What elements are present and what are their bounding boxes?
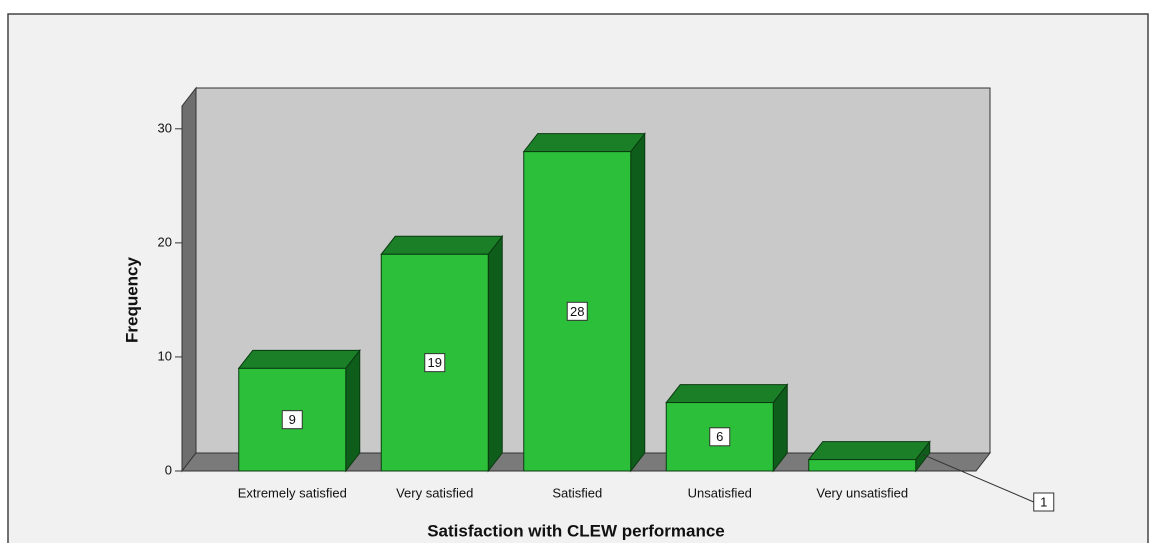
x-tick-label: Satisfied bbox=[552, 485, 602, 500]
value-label-box bbox=[424, 353, 446, 373]
x-tick-label: Very satisfied bbox=[396, 485, 473, 500]
value-label-box bbox=[1033, 492, 1055, 512]
value-label-box bbox=[709, 427, 731, 447]
x-tick-label: Unsatisfied bbox=[688, 485, 752, 500]
bar bbox=[807, 440, 931, 473]
y-axis-title: Frequency bbox=[122, 256, 141, 343]
value-label: 1 bbox=[1040, 494, 1047, 509]
x-axis-title: Satisfaction with CLEW performance bbox=[427, 521, 725, 540]
bar-top bbox=[807, 441, 931, 461]
value-label: 19 bbox=[428, 355, 442, 370]
bar-side bbox=[345, 348, 361, 473]
bar-side bbox=[487, 234, 503, 473]
y-tick-label: 30 bbox=[158, 120, 172, 135]
value-label-box bbox=[281, 410, 303, 430]
bar-front bbox=[808, 459, 917, 472]
bar-top bbox=[522, 133, 646, 153]
value-label-box bbox=[566, 301, 588, 321]
y-tick-label: 20 bbox=[158, 234, 172, 249]
value-label: 6 bbox=[716, 429, 723, 444]
x-tick-label: Extremely satisfied bbox=[238, 485, 347, 500]
bar-top bbox=[237, 349, 361, 369]
leader-line bbox=[922, 454, 1034, 503]
bar-top bbox=[380, 235, 504, 255]
value-label: 9 bbox=[289, 412, 296, 427]
y-tick-label: 0 bbox=[165, 462, 172, 477]
x-tick-label: Very unsatisfied bbox=[816, 485, 908, 500]
left-wall bbox=[181, 86, 197, 473]
y-tick-label: 10 bbox=[158, 348, 172, 363]
bar-side bbox=[630, 132, 646, 473]
value-label: 28 bbox=[570, 304, 584, 319]
bar-top bbox=[665, 384, 789, 404]
